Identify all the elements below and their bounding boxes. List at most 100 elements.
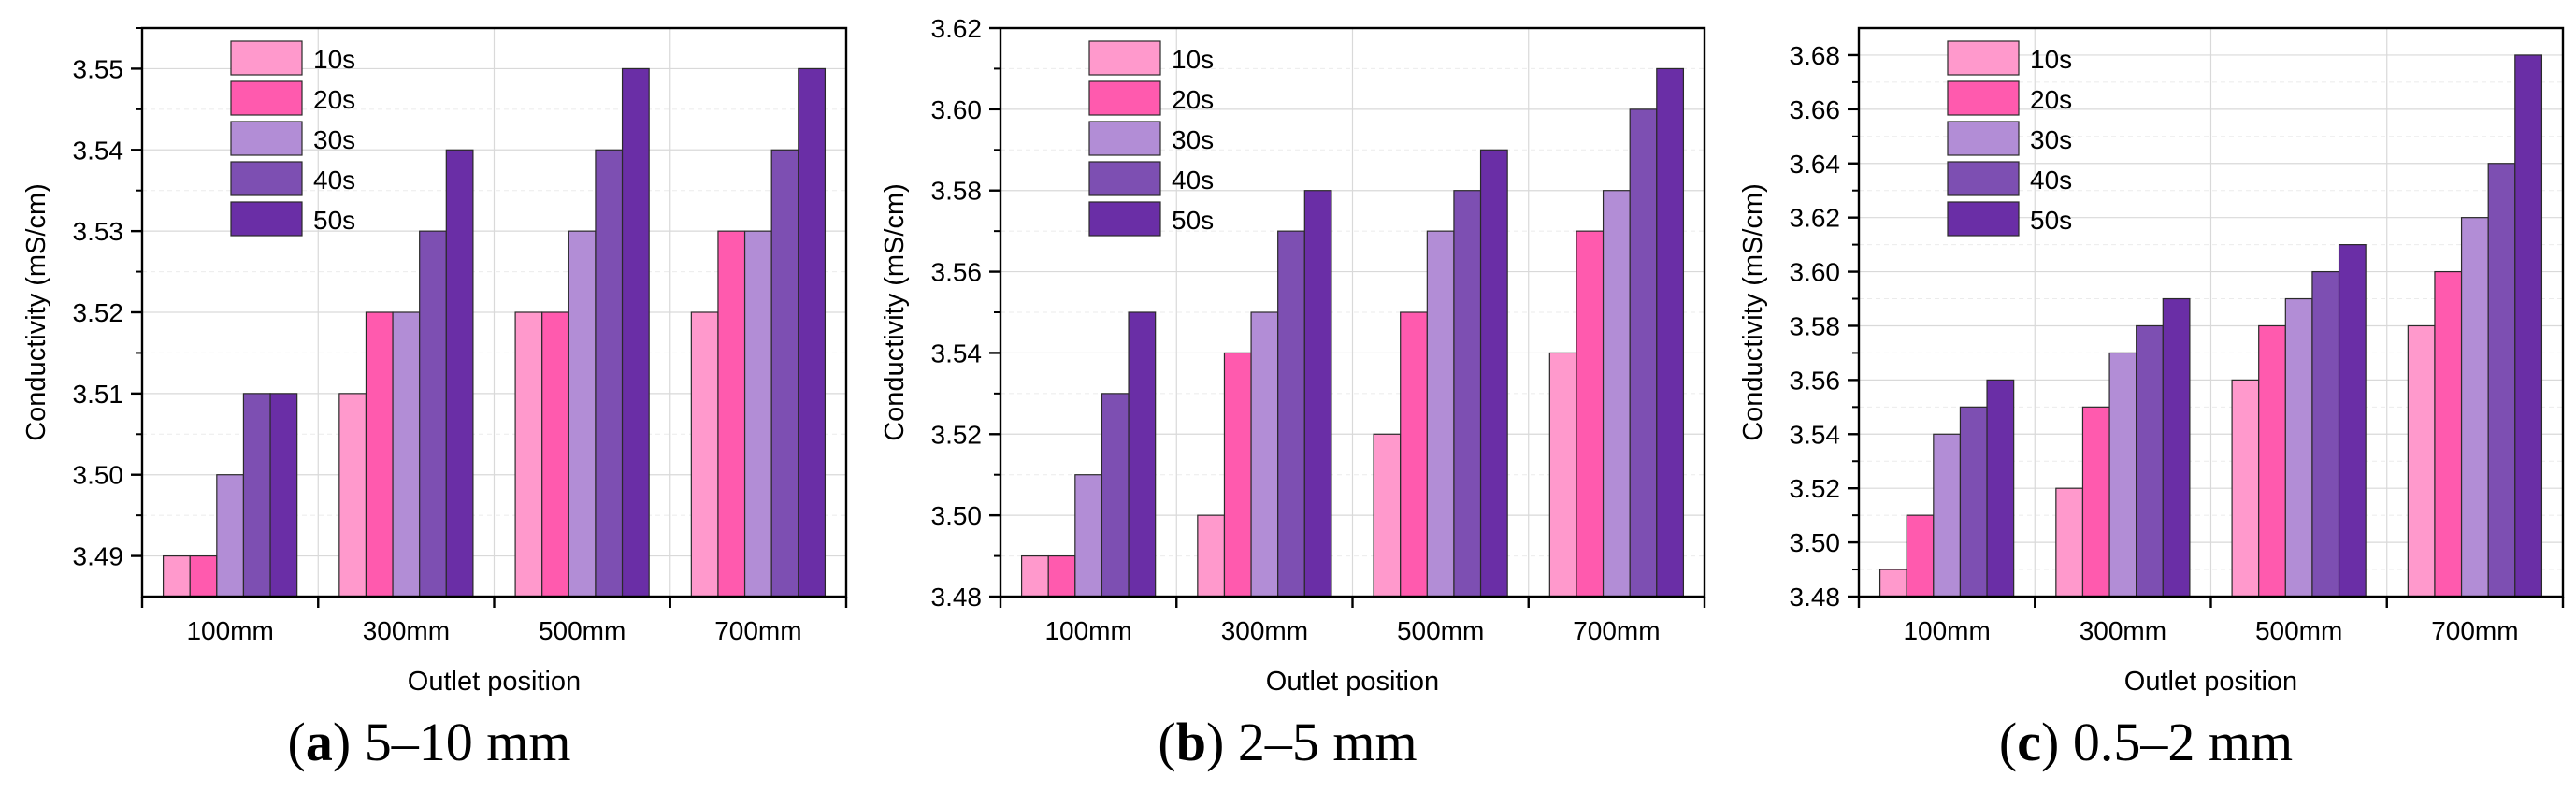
chart-a-y-tick-label: 3.52 — [73, 298, 124, 327]
chart-b-legend-swatch-30s — [1088, 121, 1161, 156]
chart-c-y-tick-label: 3.52 — [1790, 474, 1841, 503]
chart-a-svg: 3.49 3.50 3.51 3.52 3.53 3.54 3.55 100mm 300mm 50… — [22, 26, 848, 697]
chart-a-x-axis: 100mm 300mm 500mm 700mm — [140, 597, 848, 645]
chart-panel-c: 3.48 3.50 3.52 3.54 3.56 3.58 3.60 3.62 3.64 3.66… — [1717, 0, 2575, 792]
chart-c-x-axis: 100mm 300mm 500mm 700mm — [1857, 597, 2565, 645]
chart-c-bar-50s-500mm — [2338, 244, 2367, 598]
chart-a-caption: (a) 5–10 mm — [287, 712, 571, 772]
chart-b-bar-20s-500mm — [1400, 311, 1428, 598]
chart-a-legend-swatch-10s — [230, 40, 303, 76]
chart-a-bar-50s-300mm — [445, 149, 474, 598]
chart-c-y-tick-label: 3.56 — [1790, 366, 1841, 395]
chart-a-y-axis-title: Conductivity (mS/cm) — [22, 183, 51, 441]
chart-c-bar-30s-100mm — [1933, 433, 1962, 598]
chart-b-legend-swatch-40s — [1088, 161, 1161, 196]
chart-b-legend-label: 40s — [1172, 166, 1214, 194]
chart-a-y-tick-label: 3.50 — [73, 461, 124, 490]
chart-a-bar-30s-300mm — [392, 311, 421, 598]
chart-b-caption: (b) 2–5 mm — [1158, 712, 1418, 772]
chart-b-bar-30s-700mm — [1602, 190, 1631, 598]
chart-c-caption-text: 0.5–2 mm — [2072, 712, 2294, 772]
chart-c-y-tick-label: 3.54 — [1790, 420, 1841, 449]
chart-c-x-axis-title: Outlet position — [2124, 667, 2297, 697]
chart-b-legend-swatch-10s — [1088, 40, 1161, 76]
chart-c-legend-swatch-30s — [1947, 121, 2020, 156]
chart-a-legend-swatch-20s — [230, 80, 303, 116]
chart-a-bar-20s-100mm — [189, 554, 218, 598]
chart-c-bar-50s-100mm — [1986, 379, 2015, 598]
chart-b-bar-40s-300mm — [1277, 230, 1305, 598]
chart-c-bar-40s-700mm — [2487, 163, 2516, 598]
chart-c-legend-swatch-40s — [1947, 161, 2020, 196]
chart-c-bar-50s-700mm — [2514, 54, 2543, 598]
chart-c-bar-10s-700mm — [2407, 324, 2436, 598]
chart-b-y-axis-title: Conductivity (mS/cm) — [880, 183, 910, 441]
chart-a-legend-swatch-40s — [230, 161, 303, 196]
chart-a-legend: 10s 20s 30s 40s 50s — [230, 40, 355, 237]
chart-b-bar-30s-300mm — [1250, 311, 1279, 598]
chart-c-x-tick-label: 500mm — [2255, 616, 2342, 645]
chart-c-legend: 10s 20s 30s 40s 50s — [1947, 40, 2072, 237]
chart-a-legend-label: 30s — [313, 125, 355, 154]
chart-a-bar-50s-700mm — [798, 67, 827, 598]
chart-a-caption-text: 5–10 mm — [364, 712, 571, 772]
chart-a-x-tick-label: 100mm — [186, 616, 273, 645]
chart-b-bar-30s-100mm — [1074, 474, 1103, 598]
chart-b-x-tick-label: 100mm — [1044, 616, 1131, 645]
chart-a-bar-50s-500mm — [621, 67, 650, 598]
chart-b-y-tick-label: 3.56 — [931, 258, 983, 287]
chart-a-bar-10s-700mm — [690, 311, 719, 598]
chart-a-bar-10s-100mm — [162, 554, 191, 598]
chart-a-bar-40s-300mm — [419, 230, 447, 598]
chart-c-bar-40s-300mm — [2136, 324, 2164, 598]
chart-c-legend-label: 20s — [2030, 85, 2072, 114]
chart-b-x-axis: 100mm 300mm 500mm 700mm — [999, 597, 1706, 645]
chart-c-bar-40s-100mm — [1959, 406, 1988, 598]
chart-a-y-tick-label: 3.53 — [73, 217, 124, 246]
chart-b-bar-20s-700mm — [1576, 230, 1605, 598]
chart-c-bar-30s-500mm — [2284, 297, 2313, 598]
chart-c-caption: (c) 0.5–2 mm — [1998, 712, 2294, 772]
chart-a-legend-label: 20s — [313, 85, 355, 114]
chart-b-bar-40s-100mm — [1101, 393, 1130, 598]
chart-b-legend: 10s 20s 30s 40s 50s — [1088, 40, 1214, 237]
chart-b-bar-10s-500mm — [1373, 433, 1402, 598]
chart-b-x-tick-label: 700mm — [1573, 616, 1660, 645]
chart-a-legend-label: 50s — [313, 206, 355, 235]
chart-b-bar-20s-100mm — [1047, 554, 1076, 598]
chart-a-bar-40s-700mm — [770, 149, 799, 598]
chart-a-bar-30s-100mm — [216, 474, 245, 598]
chart-a-legend-label: 40s — [313, 166, 355, 194]
chart-b-bar-50s-500mm — [1479, 149, 1508, 598]
chart-c-bar-40s-500mm — [2311, 270, 2340, 598]
chart-a-y-tick-label: 3.49 — [73, 542, 124, 571]
chart-a-bar-10s-300mm — [338, 393, 367, 598]
chart-b-y-tick-label: 3.62 — [931, 14, 983, 43]
chart-b-bar-20s-300mm — [1223, 352, 1252, 598]
chart-a-bars — [162, 67, 827, 598]
chart-b-caption-text: 2–5 mm — [1237, 712, 1418, 772]
chart-c-y-axis-title: Conductivity (mS/cm) — [1738, 183, 1768, 441]
chart-c-legend-swatch-20s — [1947, 80, 2020, 116]
chart-a-bar-50s-100mm — [269, 393, 298, 598]
chart-b-y-tick-label: 3.54 — [931, 338, 983, 367]
chart-c-bar-20s-300mm — [2081, 406, 2110, 598]
chart-c-bars — [1878, 54, 2543, 598]
chart-b-bar-10s-300mm — [1197, 514, 1226, 598]
chart-c-y-tick-label: 3.64 — [1790, 150, 1841, 179]
chart-b-legend-swatch-20s — [1088, 80, 1161, 116]
chart-a-bar-20s-500mm — [541, 311, 569, 598]
chart-a-y-tick-label: 3.55 — [73, 54, 124, 83]
chart-b-x-tick-label: 500mm — [1397, 616, 1484, 645]
chart-c-bar-30s-700mm — [2460, 217, 2489, 598]
chart-c-legend-label: 40s — [2030, 166, 2072, 194]
chart-b-bar-50s-100mm — [1128, 311, 1157, 598]
chart-c-bar-20s-100mm — [1906, 514, 1935, 598]
chart-c-bar-30s-300mm — [2108, 352, 2137, 598]
chart-b-y-tick-label: 3.60 — [931, 95, 983, 124]
chart-b-y-tick-label: 3.58 — [931, 177, 983, 206]
chart-c-y-tick-label: 3.66 — [1790, 95, 1841, 124]
chart-b-y-axis: 3.48 3.50 3.52 3.54 3.56 3.58 3.60 3.62 — [931, 14, 1000, 612]
chart-b-legend-label: 10s — [1172, 45, 1214, 74]
chart-a-bar-20s-300mm — [365, 311, 394, 598]
